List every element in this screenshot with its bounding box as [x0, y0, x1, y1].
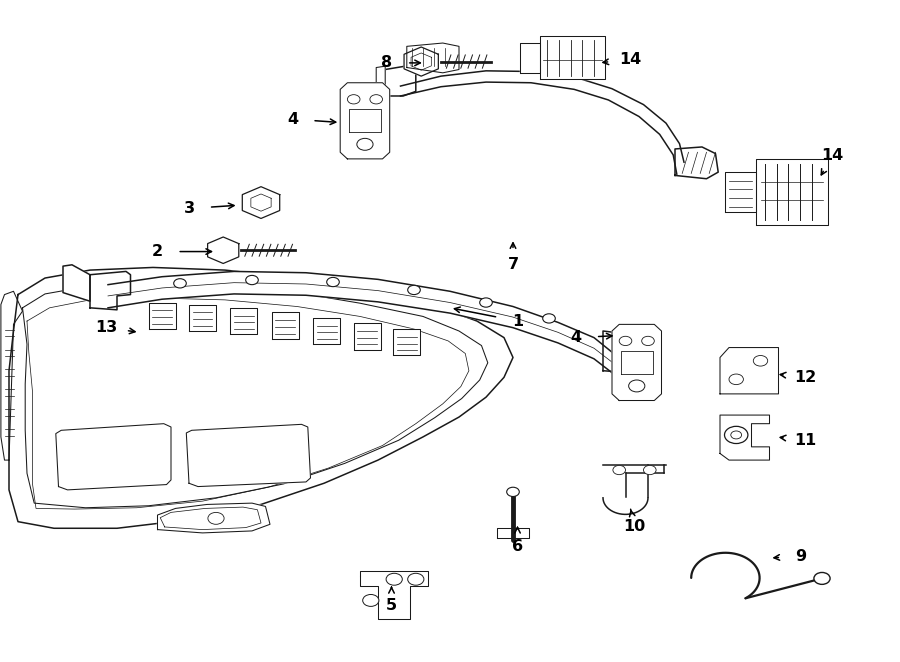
Text: 8: 8 [382, 56, 392, 70]
Polygon shape [497, 528, 529, 538]
Polygon shape [407, 43, 459, 73]
Circle shape [363, 594, 379, 606]
Text: 6: 6 [512, 539, 523, 553]
Circle shape [642, 336, 654, 346]
Circle shape [356, 138, 374, 150]
Text: 9: 9 [796, 549, 806, 563]
Circle shape [613, 465, 626, 475]
Polygon shape [186, 424, 310, 487]
Polygon shape [158, 503, 270, 533]
Text: 14: 14 [822, 148, 843, 163]
Polygon shape [189, 305, 216, 331]
Polygon shape [108, 271, 612, 373]
Polygon shape [230, 308, 257, 334]
Circle shape [347, 95, 360, 104]
Polygon shape [313, 318, 340, 344]
Circle shape [731, 431, 742, 439]
Circle shape [246, 275, 258, 285]
Circle shape [507, 487, 519, 496]
Text: 3: 3 [184, 201, 194, 216]
Polygon shape [272, 312, 299, 339]
Polygon shape [148, 303, 176, 329]
Polygon shape [9, 267, 513, 528]
Text: 2: 2 [152, 244, 163, 259]
Circle shape [644, 465, 656, 475]
Polygon shape [63, 265, 90, 301]
Circle shape [543, 314, 555, 323]
Polygon shape [756, 159, 828, 225]
Circle shape [386, 573, 402, 585]
Circle shape [174, 279, 186, 288]
Polygon shape [630, 334, 652, 359]
Polygon shape [340, 83, 390, 159]
Polygon shape [1, 291, 22, 460]
Polygon shape [404, 47, 438, 76]
Polygon shape [376, 66, 385, 86]
Polygon shape [603, 331, 639, 372]
Circle shape [408, 285, 420, 295]
Circle shape [619, 336, 632, 346]
Polygon shape [360, 571, 427, 619]
Circle shape [729, 374, 743, 385]
Text: 1: 1 [512, 314, 523, 328]
Text: 13: 13 [95, 320, 117, 335]
Polygon shape [90, 271, 130, 310]
Circle shape [628, 380, 644, 392]
Polygon shape [675, 147, 718, 179]
Circle shape [408, 573, 424, 585]
Circle shape [327, 277, 339, 287]
Polygon shape [56, 424, 171, 490]
Polygon shape [393, 329, 420, 355]
Text: 5: 5 [386, 598, 397, 613]
Circle shape [724, 426, 748, 444]
Text: 4: 4 [571, 330, 581, 345]
Circle shape [480, 298, 492, 307]
Polygon shape [724, 172, 756, 212]
Circle shape [208, 512, 224, 524]
Text: 14: 14 [619, 52, 641, 67]
Text: 7: 7 [508, 258, 518, 272]
Polygon shape [400, 71, 684, 174]
Polygon shape [349, 109, 381, 132]
Polygon shape [720, 348, 778, 394]
Polygon shape [612, 324, 662, 401]
Circle shape [814, 573, 830, 585]
Polygon shape [22, 283, 488, 508]
Polygon shape [354, 323, 381, 350]
Polygon shape [385, 66, 416, 96]
Polygon shape [720, 415, 770, 460]
Text: 12: 12 [795, 370, 816, 385]
Polygon shape [520, 43, 540, 73]
Polygon shape [621, 351, 652, 374]
Polygon shape [208, 237, 238, 263]
Polygon shape [242, 187, 280, 218]
Text: 10: 10 [624, 519, 645, 534]
Text: 4: 4 [287, 112, 298, 126]
Circle shape [753, 355, 768, 366]
Circle shape [370, 95, 382, 104]
Text: 11: 11 [795, 433, 816, 448]
Polygon shape [540, 36, 605, 79]
